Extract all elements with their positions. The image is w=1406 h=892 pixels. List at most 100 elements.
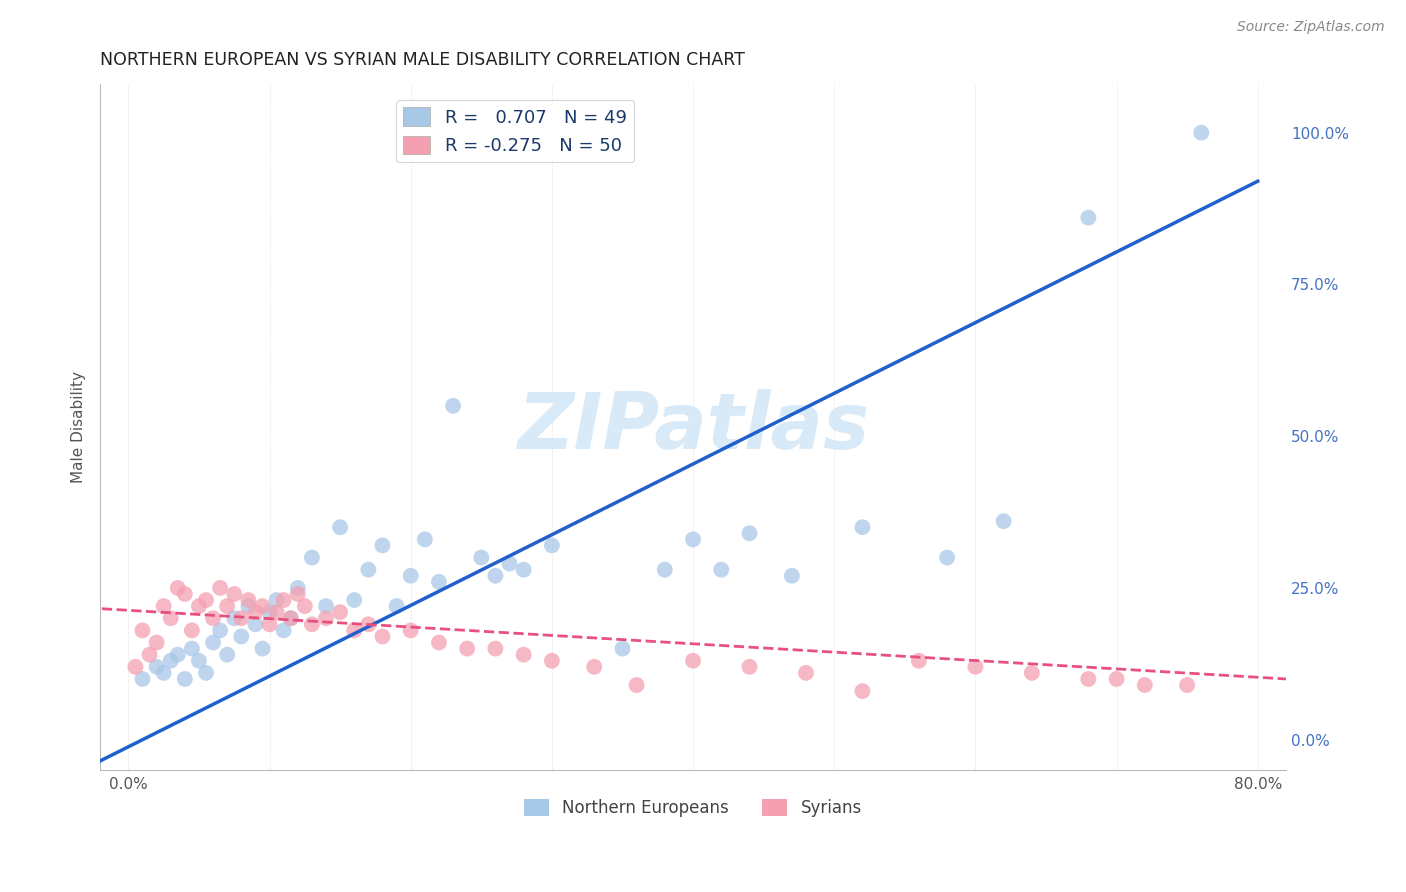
Point [217,648,239,662]
Point [498,557,520,571]
Point [427,574,450,589]
Text: NORTHERN EUROPEAN VS SYRIAN MALE DISABILITY CORRELATION CHART: NORTHERN EUROPEAN VS SYRIAN MALE DISABIL… [100,51,745,69]
Point [626,678,648,692]
Point [301,617,323,632]
Point [851,520,873,534]
Point [484,568,506,582]
Point [301,550,323,565]
Point [583,660,606,674]
Point [224,587,246,601]
Point [456,641,478,656]
Point [541,654,564,668]
Point [245,617,267,632]
Point [654,563,676,577]
Point [851,684,873,698]
Point [231,611,253,625]
Point [541,538,564,552]
Point [138,648,160,662]
Point [287,581,309,595]
Point [1077,672,1099,686]
Point [202,635,225,649]
Point [187,599,209,614]
Point [209,624,232,638]
Point [266,605,288,619]
Point [993,514,1015,528]
Point [145,635,167,649]
Point [315,599,337,614]
Point [385,599,408,614]
Point [1021,665,1043,680]
Point [399,624,422,638]
Point [217,599,239,614]
Point [273,593,295,607]
Point [294,599,316,614]
Point [280,611,302,625]
Point [231,630,253,644]
Point [252,599,274,614]
Point [173,672,195,686]
Point [1175,678,1198,692]
Point [794,665,817,680]
Point [131,672,153,686]
Point [1077,211,1099,225]
Point [315,611,337,625]
Point [209,581,232,595]
Point [343,593,366,607]
Point [124,660,146,674]
Point [1105,672,1128,686]
Point [195,665,218,680]
Point [343,624,366,638]
Text: Source: ZipAtlas.com: Source: ZipAtlas.com [1237,20,1385,34]
Point [131,624,153,638]
Point [166,581,188,595]
Point [245,605,267,619]
Point [965,660,987,674]
Point [908,654,931,668]
Point [780,568,803,582]
Point [187,654,209,668]
Point [512,563,534,577]
Point [470,550,492,565]
Point [259,617,281,632]
Point [273,624,295,638]
Point [152,599,174,614]
Point [266,593,288,607]
Point [1133,678,1156,692]
Point [252,641,274,656]
Point [682,654,704,668]
Point [427,635,450,649]
Point [238,593,260,607]
Point [287,587,309,601]
Point [329,605,352,619]
Point [371,538,394,552]
Point [512,648,534,662]
Point [1189,126,1212,140]
Point [612,641,634,656]
Point [173,587,195,601]
Point [159,611,181,625]
Point [152,665,174,680]
Point [224,611,246,625]
Point [238,599,260,614]
Point [441,399,464,413]
Point [180,624,202,638]
Point [710,563,733,577]
Point [166,648,188,662]
Point [195,593,218,607]
Legend: Northern Europeans, Syrians: Northern Europeans, Syrians [517,792,869,823]
Point [357,563,380,577]
Point [413,533,436,547]
Point [202,611,225,625]
Point [259,605,281,619]
Point [399,568,422,582]
Point [371,630,394,644]
Y-axis label: Male Disability: Male Disability [72,371,86,483]
Point [280,611,302,625]
Point [738,660,761,674]
Point [357,617,380,632]
Point [738,526,761,541]
Point [484,641,506,656]
Text: ZIPatlas: ZIPatlas [517,389,869,465]
Point [180,641,202,656]
Point [936,550,959,565]
